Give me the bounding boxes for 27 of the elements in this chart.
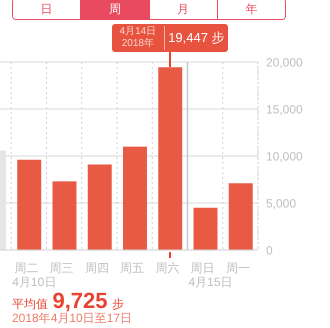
y-tick-label: 15,000 xyxy=(266,102,304,116)
x-tick-label: 周四 xyxy=(84,261,109,275)
y-tick-label: 0 xyxy=(266,243,273,258)
x-tick-label: 周一 xyxy=(226,261,250,275)
x-tick-label: 周五 xyxy=(120,261,144,275)
ref-line-label: 4月15日 xyxy=(188,274,233,291)
bar xyxy=(88,164,112,250)
bar xyxy=(123,146,147,250)
text: 平均值 9,725 步 xyxy=(12,288,124,313)
text: 2018年 xyxy=(120,38,155,50)
y-tick-label: 5,000 xyxy=(266,196,296,210)
bar xyxy=(17,160,42,250)
bar xyxy=(52,181,76,250)
y-tick-label: 10,000 xyxy=(266,149,304,164)
x-tick-label: 周二 xyxy=(14,261,38,275)
y-tick-label: 20,000 xyxy=(266,55,304,70)
x-tick-label: 周六 xyxy=(155,261,180,275)
x-tick-label: 周三 xyxy=(50,261,74,275)
text: 4月14日 xyxy=(118,26,158,38)
x-tick-label: 周日 xyxy=(190,261,214,275)
text: 4月10日 xyxy=(12,274,56,291)
bar xyxy=(228,183,253,250)
segmented-control: 日 周 月 年 xyxy=(12,0,286,20)
bar xyxy=(158,67,182,250)
bar xyxy=(194,208,218,250)
annotation: 19,447 步 xyxy=(167,29,226,47)
text: 2018年4月10日至17日 xyxy=(12,311,132,327)
